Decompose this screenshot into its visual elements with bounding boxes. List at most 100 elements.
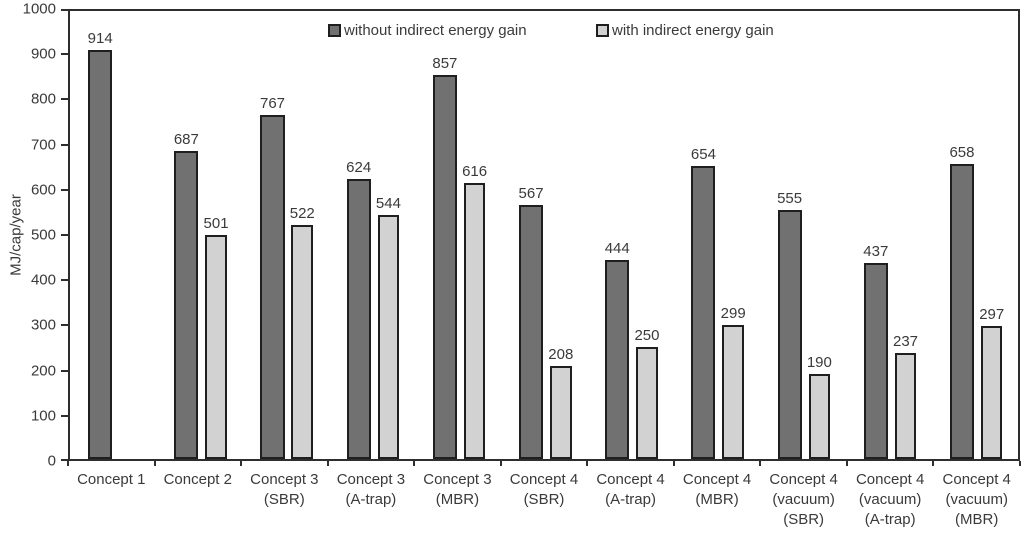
bar-value-label: 522	[289, 205, 315, 223]
bar-without-gain	[346, 179, 371, 459]
x-category-label-line: (SBR)	[263, 491, 305, 508]
x-category-label-line: (SBR)	[523, 491, 565, 508]
bar-value-label: 299	[720, 305, 746, 323]
x-category-label-line: Concept 4	[596, 471, 665, 488]
x-category-label-line: (vacuum)	[945, 491, 1008, 508]
bar-with-gain	[377, 215, 400, 459]
y-axis-tick	[61, 414, 68, 417]
bar-value-label: 687	[173, 131, 199, 149]
y-axis-tick	[61, 234, 68, 236]
x-category-label: Concept 4 (vacuum) (MBR)	[933, 470, 1020, 530]
category-slot: 857 616	[415, 11, 501, 459]
category-slot: 914	[70, 11, 156, 459]
bar-without-gain	[519, 204, 544, 459]
y-axis-tick	[61, 279, 68, 282]
y-axis-tick-label: 900	[30, 45, 56, 63]
bar-without-gain	[174, 151, 199, 459]
bar-value-label: 767	[260, 95, 286, 113]
y-axis-tick-label: 400	[30, 271, 56, 289]
bar-value-label: 190	[806, 353, 832, 371]
x-axis-tick	[413, 461, 416, 466]
bar-with-gain	[980, 325, 1003, 459]
category-slot: 437 237	[846, 11, 932, 459]
x-category-label-line: Concept 3	[423, 471, 492, 488]
x-category-label: Concept 4 (vacuum) (A-trap)	[847, 470, 934, 530]
category-slot: 444 250	[587, 11, 673, 459]
x-category-label-line: Concept 3	[250, 471, 319, 488]
x-axis: Concept 1 Concept 2 Concept 3 (SBR) Concept …	[67, 461, 1021, 534]
x-category-label-line: (MBR)	[695, 491, 739, 508]
y-axis-tick	[61, 9, 68, 11]
bar-value-label: 857	[432, 55, 458, 73]
x-category-label: Concept 4 (MBR)	[674, 470, 761, 510]
bar-value-label: 544	[375, 195, 401, 213]
bar-value-label: 237	[893, 332, 919, 350]
y-axis-tick	[61, 143, 68, 146]
x-category-label-line: (A-trap)	[864, 511, 916, 528]
x-category-label-line: (SBR)	[783, 511, 825, 528]
legend-label-with: with indirect energy gain	[612, 22, 774, 39]
x-category-label: Concept 3 (A-trap)	[328, 470, 415, 510]
y-axis-tick-label: 1000	[22, 0, 56, 18]
bar-value-label: 658	[949, 144, 975, 162]
category-slot: 654 299	[673, 11, 759, 459]
bar-value-label: 208	[548, 345, 574, 363]
x-category-label: Concept 3 (SBR)	[241, 470, 328, 510]
x-category-label-line: (A-trap)	[605, 491, 656, 508]
y-axis-tick-label: 200	[30, 362, 56, 380]
legend-marker-without-icon	[328, 24, 341, 37]
bar-value-label: 654	[690, 146, 716, 164]
bar-with-gain	[636, 347, 658, 459]
category-slot: 624 544	[329, 11, 415, 459]
y-axis-tick-label: 600	[30, 181, 56, 199]
category-slot: 555 190	[759, 11, 845, 459]
x-category-label-line: Concept 4	[509, 471, 579, 488]
y-axis-tick	[61, 98, 68, 101]
bar-value-label: 444	[604, 240, 630, 258]
bar-value-label: 501	[203, 214, 229, 232]
bar-without-gain	[88, 49, 113, 459]
x-category-label: Concept 4 (vacuum) (SBR)	[760, 470, 847, 530]
bar-without-gain	[260, 115, 285, 459]
x-category-label-line: Concept 4	[769, 471, 838, 488]
x-category-label-line: Concept 4	[855, 471, 925, 488]
bar-value-label: 567	[518, 184, 544, 202]
x-category-label-line: (vacuum)	[772, 491, 835, 508]
legend-label-without: without indirect energy gain	[344, 22, 527, 39]
x-category-label: Concept 4 (A-trap)	[587, 470, 674, 510]
y-axis-tick-label: 800	[30, 90, 56, 108]
x-axis-tick	[499, 461, 502, 466]
category-slot: 687 501	[156, 11, 242, 459]
y-axis-tick	[61, 188, 68, 191]
bar-value-label: 437	[863, 243, 889, 261]
x-axis-tick	[845, 461, 848, 466]
x-axis-tick	[67, 461, 69, 466]
x-axis-tick	[759, 461, 762, 466]
bar-without-gain	[605, 260, 630, 459]
x-category-label-line: Concept 2	[163, 471, 232, 488]
bar-value-label: 555	[777, 190, 803, 208]
bar-without-gain	[949, 164, 975, 459]
x-axis-tick	[1019, 461, 1021, 466]
x-category-label-line: Concept 1	[77, 471, 146, 488]
x-axis-tick	[672, 461, 675, 466]
y-axis-tick	[61, 459, 68, 461]
legend-entry-with: with indirect energy gain	[596, 22, 774, 39]
x-category-label: Concept 4 (SBR)	[501, 470, 588, 510]
x-category-label-line: (MBR)	[955, 511, 999, 528]
legend-entry-without: without indirect energy gain	[328, 22, 527, 39]
bar-value-label: 250	[634, 327, 660, 344]
y-axis-tick-label: 500	[30, 226, 56, 244]
x-axis-tick	[586, 461, 589, 466]
x-axis-tick	[240, 461, 243, 466]
bar-with-gain	[808, 373, 831, 459]
y-axis: 0 100 200 300 400 500 600 700 800 900 1000	[0, 1, 68, 470]
category-slot: 767 522	[242, 11, 328, 459]
x-category-label-line: Concept 3	[336, 471, 406, 488]
x-axis-tick	[326, 461, 329, 466]
bar-with-gain	[722, 325, 744, 459]
bar-value-label: 914	[87, 29, 113, 47]
x-category-label-line: Concept 4	[942, 471, 1011, 488]
bar-without-gain	[777, 210, 802, 459]
